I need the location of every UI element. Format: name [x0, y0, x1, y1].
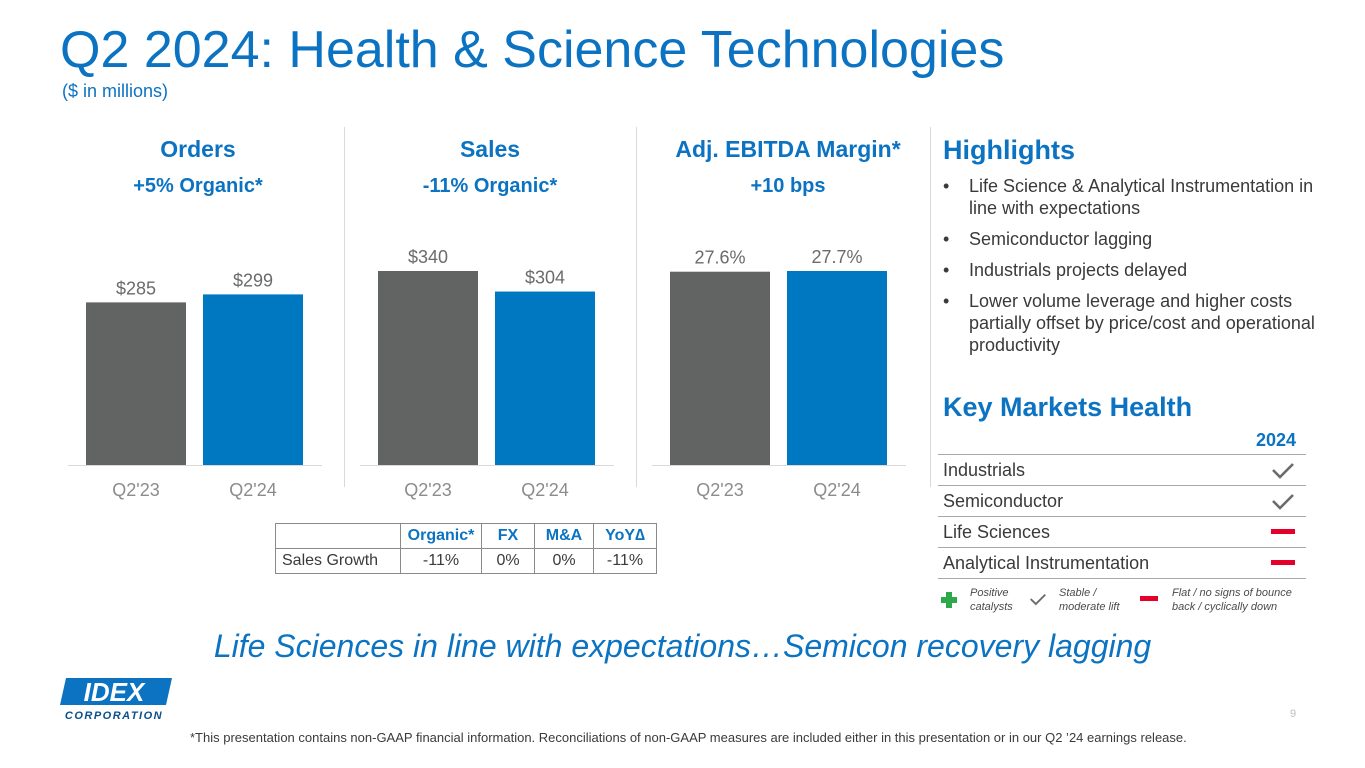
- table-header-cell: FX: [481, 523, 535, 549]
- panel-divider: [930, 127, 931, 487]
- page-number: 9: [1290, 708, 1297, 720]
- bar: [670, 271, 770, 465]
- ebitda-chart-title: Adj. EBITDA Margin*: [675, 136, 901, 162]
- data-label: $340: [408, 247, 448, 267]
- list-item: Semiconductor lagging: [943, 228, 1323, 250]
- minus-icon: [1140, 596, 1158, 601]
- list-item: Life Science & Analytical Instrumentatio…: [943, 175, 1323, 219]
- table-header-cell: YoY∆: [593, 523, 657, 549]
- list-item: Industrials projects delayed: [943, 259, 1323, 281]
- page-subtitle: ($ in millions): [62, 81, 169, 101]
- bar: [378, 271, 478, 465]
- table-header-cell: [275, 523, 401, 549]
- orders-chart: $285 Q2'23 $299 Q2'24: [68, 270, 322, 500]
- key-market-name: Semiconductor: [943, 491, 1064, 511]
- key-market-name: Analytical Instrumentation: [943, 553, 1150, 573]
- footnote: *This presentation contains non-GAAP fin…: [190, 730, 1187, 745]
- check-icon: [1272, 494, 1294, 510]
- sales-chart-subtitle: -11% Organic*: [422, 175, 558, 197]
- minus-icon: [1271, 529, 1295, 534]
- table-header-cell: Organic*: [400, 523, 482, 549]
- key-market-row: Industrials: [938, 455, 1306, 486]
- plus-icon: [941, 592, 957, 608]
- legend-positive-text: Positive catalysts: [970, 587, 1013, 613]
- table-header-cell: M&A: [534, 523, 594, 549]
- data-label: 27.7%: [811, 247, 862, 267]
- key-market-name: Industrials: [943, 460, 1026, 480]
- legend-flat-text: Flat / no signs of bounce back / cyclica…: [1172, 587, 1292, 613]
- key-markets-table: Industrials Semiconductor Life Sciences …: [938, 454, 1306, 579]
- highlights-list: Life Science & Analytical Instrumentatio…: [943, 175, 1323, 365]
- key-market-row: Life Sciences: [938, 517, 1306, 548]
- table-cell: -11%: [593, 548, 657, 574]
- orders-chart-title: Orders: [160, 136, 236, 162]
- data-label: $299: [233, 270, 273, 290]
- check-icon: [1030, 593, 1046, 606]
- list-item: Lower volume leverage and higher costs p…: [943, 290, 1323, 356]
- page-title: Q2 2024: Health & Science Technologies: [60, 21, 1005, 79]
- data-label: $304: [525, 268, 565, 288]
- table-row: Sales Growth -11% 0% 0% -11%: [275, 548, 657, 574]
- ebitda-chart-subtitle: +10 bps: [750, 175, 826, 197]
- check-icon: [1272, 463, 1294, 479]
- orders-chart-subtitle: +5% Organic*: [133, 175, 263, 197]
- minus-icon: [1271, 560, 1295, 565]
- data-label: $285: [116, 278, 156, 298]
- panel-divider: [636, 127, 637, 487]
- highlights-title: Highlights: [943, 135, 1075, 165]
- legend-stable-text: Stable / moderate lift: [1059, 587, 1120, 613]
- panel-divider: [344, 127, 345, 487]
- key-markets-title: Key Markets Health: [943, 392, 1193, 422]
- idex-logo: IDEX CORPORATION: [60, 677, 172, 722]
- x-tick-label: Q2'24: [521, 480, 568, 500]
- bar: [86, 302, 186, 465]
- x-tick-label: Q2'23: [696, 480, 743, 500]
- bar: [787, 271, 887, 465]
- sales-growth-table: Organic* FX M&A YoY∆ Sales Growth -11% 0…: [275, 523, 657, 574]
- logo-subtext: CORPORATION: [65, 710, 163, 722]
- x-tick-label: Q2'23: [112, 480, 159, 500]
- key-market-row: Semiconductor: [938, 486, 1306, 517]
- sales-chart: $340 Q2'23 $304 Q2'24: [360, 247, 614, 500]
- ebitda-chart: 27.6% Q2'23 27.7% Q2'24: [652, 247, 906, 500]
- bar: [203, 294, 303, 465]
- sales-chart-title: Sales: [459, 136, 521, 162]
- table-header-row: Organic* FX M&A YoY∆: [275, 523, 657, 549]
- data-label: 27.6%: [694, 248, 745, 268]
- logo-wordmark: IDEX: [84, 677, 146, 707]
- key-markets-year: 2024: [1255, 430, 1296, 450]
- table-cell: 0%: [534, 548, 594, 574]
- table-cell: -11%: [400, 548, 482, 574]
- x-tick-label: Q2'24: [229, 480, 276, 500]
- table-cell: 0%: [481, 548, 535, 574]
- bar: [495, 291, 595, 465]
- x-tick-label: Q2'23: [404, 480, 451, 500]
- table-row-label: Sales Growth: [275, 548, 401, 574]
- key-market-name: Life Sciences: [943, 522, 1051, 542]
- key-market-row: Analytical Instrumentation: [938, 548, 1306, 579]
- tagline: Life Sciences in line with expectations……: [213, 628, 1152, 664]
- x-tick-label: Q2'24: [813, 480, 860, 500]
